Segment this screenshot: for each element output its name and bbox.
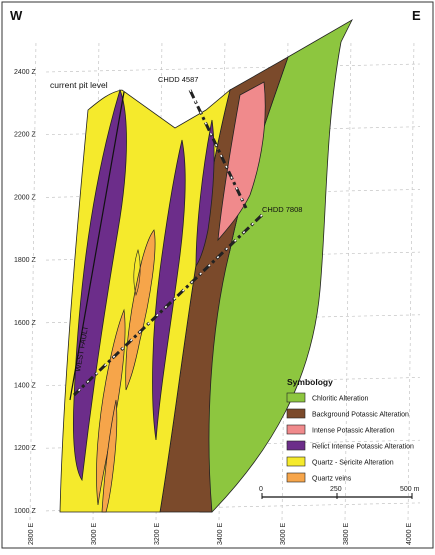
scale-bar: 0 250 500 m — [259, 486, 420, 499]
easting-gridline — [344, 39, 352, 521]
quartz-vein-1 — [125, 229, 156, 391]
scale-bar-start-label: 0 — [259, 486, 263, 493]
northing-label: 2000 Z — [14, 194, 37, 201]
intense-potassic-zone — [217, 81, 266, 242]
drillholes — [72, 89, 264, 397]
legend-label: Quartz - Sericite Alteration — [312, 460, 394, 467]
easting-gridline — [407, 39, 415, 521]
yellow-lens-outline — [133, 248, 141, 296]
northing-label: 1000 Z — [14, 508, 37, 515]
alteration-zones — [59, 18, 353, 513]
easting-label: 3400 E — [217, 522, 224, 545]
legend-swatch — [286, 456, 306, 467]
legend-items: Chloritic Alteration Background Potassic … — [286, 392, 414, 483]
quartz-vein-2 — [96, 308, 126, 506]
legend-swatch — [286, 472, 306, 483]
pit-level-label: current pit level — [50, 80, 108, 90]
legend-label: Intense Potassic Alteration — [312, 428, 395, 435]
drillhole-4587-label: CHDD 4587 — [158, 75, 198, 84]
scale-bar-end-label: 500 m — [400, 486, 420, 493]
legend: Symbology Chloritic Alteration Background… — [286, 377, 414, 483]
legend-swatch — [286, 440, 306, 451]
legend-label: Chloritic Alteration — [312, 396, 369, 403]
legend-title: Symbology — [287, 377, 333, 387]
scale-bar-mid-label: 250 — [330, 486, 342, 493]
drillhole-chdd-7808-marks — [73, 214, 263, 396]
northing-label: 1600 Z — [14, 320, 37, 327]
northing-label: 1800 Z — [14, 257, 37, 264]
easting-label: 3000 E — [91, 522, 98, 545]
easting-label: 4000 E — [406, 522, 413, 545]
northing-label: 1400 Z — [14, 383, 37, 390]
easting-label: 3600 E — [280, 522, 287, 545]
drillhole-7808-label: CHDD 7808 — [262, 205, 302, 214]
easting-gridline — [29, 39, 37, 521]
quartz-vein-3 — [101, 399, 118, 513]
relict-potassic-band-middle — [152, 139, 186, 441]
northing-label: 2400 Z — [14, 69, 37, 76]
legend-swatch — [286, 392, 306, 403]
legend-swatch — [286, 424, 306, 435]
northing-label: 2200 Z — [14, 132, 37, 139]
legend-label: Background Potassic Alteration — [312, 412, 409, 419]
legend-label: Quartz veins — [312, 476, 352, 483]
easting-label: 3200 E — [154, 522, 161, 545]
relict-potassic-band-east — [195, 119, 215, 268]
northing-label: 1200 Z — [14, 445, 37, 452]
east-label: E — [412, 8, 421, 23]
easting-label: 3800 E — [343, 522, 350, 545]
northing-gridline — [45, 63, 421, 73]
legend-label: Relict Intense Potassic Alteration — [312, 444, 414, 451]
drillhole-chdd-4587-marks — [189, 89, 247, 209]
west-fault-line — [69, 91, 125, 401]
easting-label: 2800 E — [28, 522, 35, 545]
legend-swatch — [286, 408, 306, 419]
west-label: W — [10, 8, 23, 23]
